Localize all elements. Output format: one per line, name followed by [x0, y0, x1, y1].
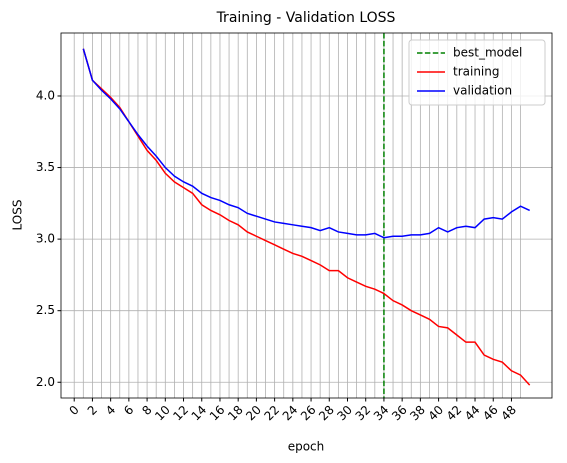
x-tick-label: 8 — [139, 403, 154, 418]
y-tick-label: 4.0 — [36, 88, 55, 102]
line-series — [82, 48, 531, 386]
legend-label: validation — [453, 84, 512, 98]
legend-label: best_model — [453, 46, 522, 60]
y-tick-label: 2.5 — [36, 303, 55, 317]
chart-title: Training - Validation LOSS — [216, 10, 396, 26]
x-tick-label: 2 — [85, 403, 100, 418]
y-tick-label: 2.0 — [36, 375, 55, 389]
legend-label: training — [453, 65, 500, 79]
y-axis-label: LOSS — [11, 200, 25, 231]
x-tick-label: 48 — [498, 403, 519, 424]
line-series — [82, 48, 531, 239]
x-tick-label: 6 — [121, 403, 136, 418]
x-tick-label: 4 — [103, 403, 118, 418]
legend-box — [408, 39, 546, 106]
x-axis-label: epoch — [288, 440, 325, 454]
plot-frame — [60, 32, 553, 399]
x-tick-label: 0 — [67, 403, 82, 418]
y-tick-label: 3.5 — [36, 160, 55, 174]
y-tick-label: 3.0 — [36, 232, 55, 246]
legend: best_model training validation — [408, 39, 546, 106]
